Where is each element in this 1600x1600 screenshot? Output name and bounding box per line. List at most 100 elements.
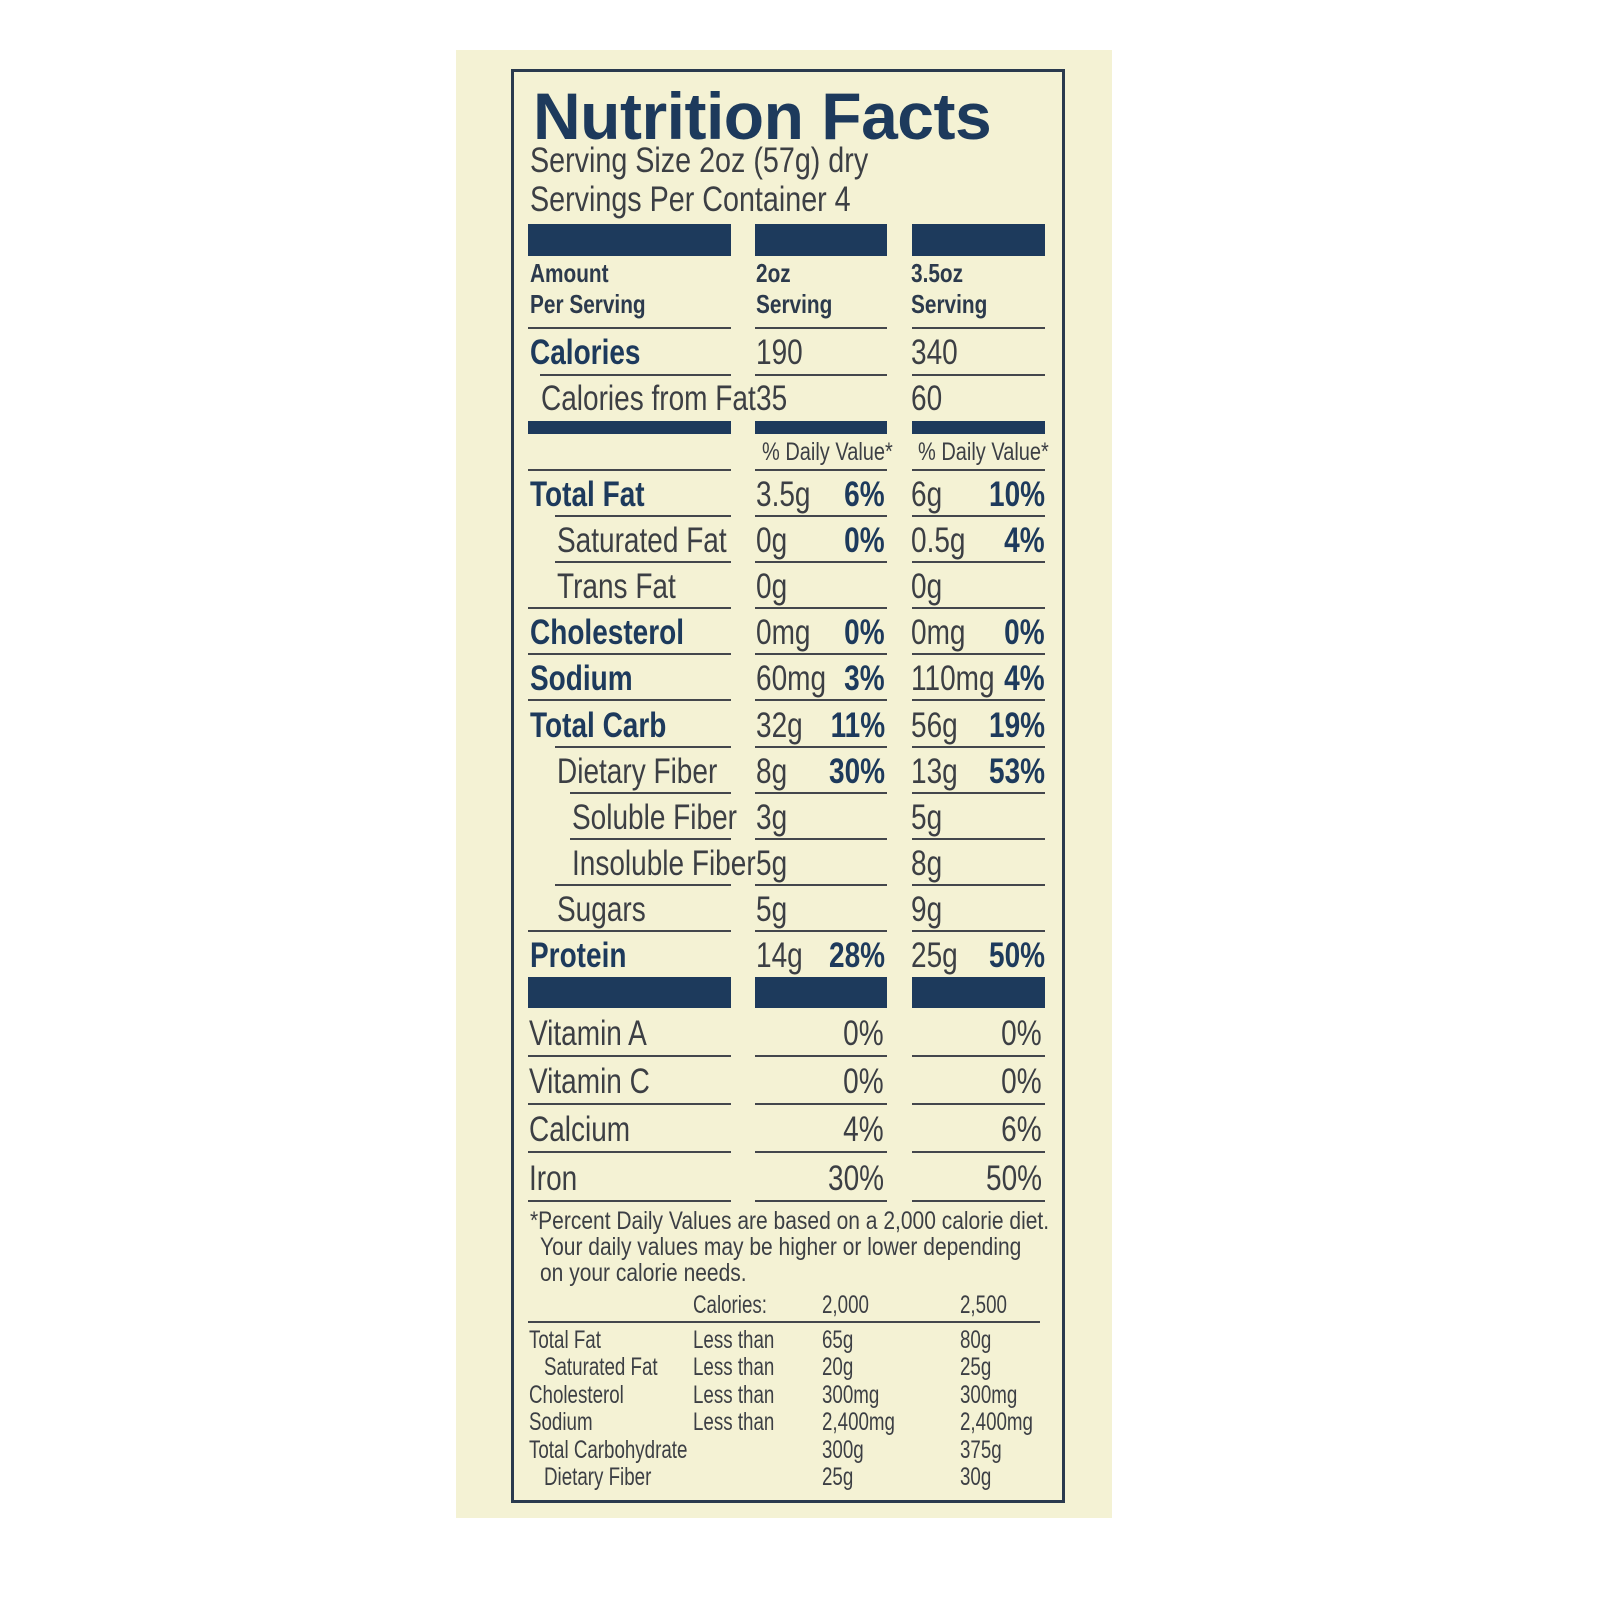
reference-row-label: Sodium bbox=[529, 1409, 614, 1436]
divider bbox=[755, 653, 887, 656]
thick-bar bbox=[755, 977, 887, 1008]
nutrient-amount-2oz: 0mg bbox=[756, 613, 824, 653]
reference-row-label: Total Carbohydrate bbox=[529, 1436, 740, 1464]
divider bbox=[912, 515, 1045, 517]
nutrient-amount-2oz: 8g bbox=[756, 752, 795, 792]
nutrient-amount-2oz-text: 8g bbox=[756, 751, 788, 791]
nutrition-facts-border bbox=[511, 69, 1065, 1503]
divider bbox=[755, 1103, 887, 1106]
reference-row-qualifier-text: Less than bbox=[693, 1353, 775, 1382]
nutrient-amount-3-5oz-text: 110mg bbox=[911, 659, 995, 699]
nutrient-dv-2oz: 0% bbox=[834, 521, 885, 561]
nutrient-label-text: Sugars bbox=[557, 889, 646, 929]
nutrient-amount-2oz-text: 0mg bbox=[756, 613, 811, 653]
divider bbox=[912, 1055, 1045, 1057]
divider bbox=[755, 699, 887, 702]
header-text: Serving bbox=[756, 289, 833, 319]
nutrient-amount-2oz-text: 32g bbox=[756, 705, 803, 745]
divider bbox=[528, 929, 731, 932]
calories-from-fat-3-5oz: 60 bbox=[911, 379, 950, 419]
nutrient-amount-3-5oz: 13g bbox=[911, 752, 969, 792]
value-text: 60 bbox=[911, 379, 943, 418]
reference-row-qualifier: Less than bbox=[693, 1327, 801, 1354]
nutrient-amount-2oz-text: 60mg bbox=[756, 659, 827, 699]
divider bbox=[755, 327, 887, 329]
divider bbox=[912, 327, 1045, 329]
nutrient-amount-3-5oz: 110mg bbox=[911, 659, 1015, 699]
nutrient-amount-3-5oz-text: 0mg bbox=[911, 613, 966, 653]
divider bbox=[555, 745, 731, 748]
nutrition-facts-title: Nutrition Facts bbox=[533, 79, 992, 153]
reference-row-2000: 25g bbox=[822, 1464, 864, 1491]
reference-2500-text: 2,500 bbox=[960, 1291, 1007, 1319]
header-text: Per Serving bbox=[530, 289, 646, 319]
nutrient-label-text: Dietary Fiber bbox=[557, 751, 718, 791]
nutrient-dv-2oz: 0% bbox=[834, 613, 885, 653]
nutrient-dv-3-5oz-text: 0% bbox=[1004, 613, 1045, 653]
nutrient-amount-2oz: 14g bbox=[756, 936, 814, 976]
divider bbox=[528, 469, 731, 471]
divider bbox=[912, 745, 1045, 748]
reference-row-2500: 30g bbox=[960, 1464, 1002, 1491]
nutrient-label: Total Fat bbox=[530, 475, 673, 515]
dv-text: % Daily Value* bbox=[918, 438, 1049, 466]
divider bbox=[912, 374, 1045, 376]
footnote: *Percent Daily Values are based on a 2,0… bbox=[530, 1208, 1148, 1286]
nutrient-label: Sugars bbox=[557, 890, 668, 930]
thick-bar bbox=[528, 977, 731, 1008]
medium-bar bbox=[528, 421, 731, 434]
header-text: Serving bbox=[911, 289, 988, 319]
divider bbox=[528, 607, 731, 610]
vitamin-dv-2oz-text: 0% bbox=[843, 1062, 884, 1102]
footnote-line: Your daily values may be higher or lower… bbox=[540, 1233, 1022, 1261]
calories-from-fat-2oz: 35 bbox=[756, 379, 795, 419]
nutrient-amount-3-5oz-text: 25g bbox=[911, 936, 958, 975]
nutrient-amount-2oz-text: 0g bbox=[756, 567, 788, 607]
reference-row-label-text: Saturated Fat bbox=[544, 1353, 658, 1382]
nutrient-amount-3-5oz: 56g bbox=[911, 706, 969, 746]
reference-row-2000: 300g bbox=[822, 1436, 878, 1464]
nutrient-amount-3-5oz-text: 0.5g bbox=[911, 521, 966, 561]
reference-row-qualifier: Less than bbox=[693, 1409, 801, 1436]
divider bbox=[912, 699, 1045, 702]
divider bbox=[912, 791, 1045, 794]
thick-bar bbox=[912, 224, 1045, 256]
divider bbox=[912, 1151, 1045, 1154]
nutrient-label-text: Insoluble Fiber bbox=[572, 843, 756, 883]
vitamin-dv-3-5oz-text: 0% bbox=[1001, 1062, 1042, 1102]
reference-row-2500: 80g bbox=[960, 1327, 1002, 1354]
reference-row-label-text: Total Fat bbox=[529, 1326, 601, 1354]
reference-row-2500: 25g bbox=[960, 1354, 1002, 1381]
nutrient-label: Soluble Fiber bbox=[572, 798, 778, 838]
divider bbox=[755, 561, 887, 564]
divider bbox=[912, 469, 1045, 471]
nutrient-amount-2oz-text: 3g bbox=[756, 797, 788, 837]
reference-2500: 2,500 bbox=[960, 1292, 1023, 1319]
nutrient-dv-2oz-text: 11% bbox=[830, 705, 886, 745]
nutrient-dv-2oz-text: 3% bbox=[844, 659, 885, 699]
thick-bar bbox=[755, 224, 887, 256]
divider bbox=[912, 837, 1045, 840]
divider bbox=[755, 1151, 887, 1154]
reference-row-label-text: Cholesterol bbox=[529, 1380, 624, 1409]
nutrient-dv-2oz-text: 0% bbox=[844, 613, 885, 653]
reference-row-2000-text: 2,400mg bbox=[822, 1408, 895, 1437]
vitamin-label-text: Vitamin A bbox=[529, 1014, 647, 1053]
nutrient-dv-3-5oz-text: 19% bbox=[988, 705, 1045, 745]
header-amount-per-serving: Amount Per Serving bbox=[530, 258, 675, 320]
header-text: 3.5oz bbox=[911, 258, 964, 288]
reference-row-2000-text: 25g bbox=[822, 1463, 854, 1491]
divider bbox=[912, 561, 1045, 564]
nutrient-amount-3-5oz: 0.5g bbox=[911, 521, 979, 561]
nutrient-dv-3-5oz-text: 4% bbox=[1004, 659, 1045, 699]
nutrient-dv-3-5oz: 10% bbox=[975, 475, 1045, 515]
servings-per-container: Servings Per Container 4 bbox=[530, 180, 921, 220]
nutrient-amount-3-5oz-text: 56g bbox=[911, 705, 958, 745]
reference-row-2500-text: 25g bbox=[960, 1353, 992, 1382]
reference-row-2500-text: 30g bbox=[960, 1463, 992, 1491]
divider bbox=[755, 1055, 887, 1057]
divider bbox=[755, 374, 887, 376]
thick-bar bbox=[528, 224, 731, 256]
divider bbox=[528, 1103, 731, 1106]
nutrient-dv-2oz-text: 6% bbox=[844, 475, 885, 514]
